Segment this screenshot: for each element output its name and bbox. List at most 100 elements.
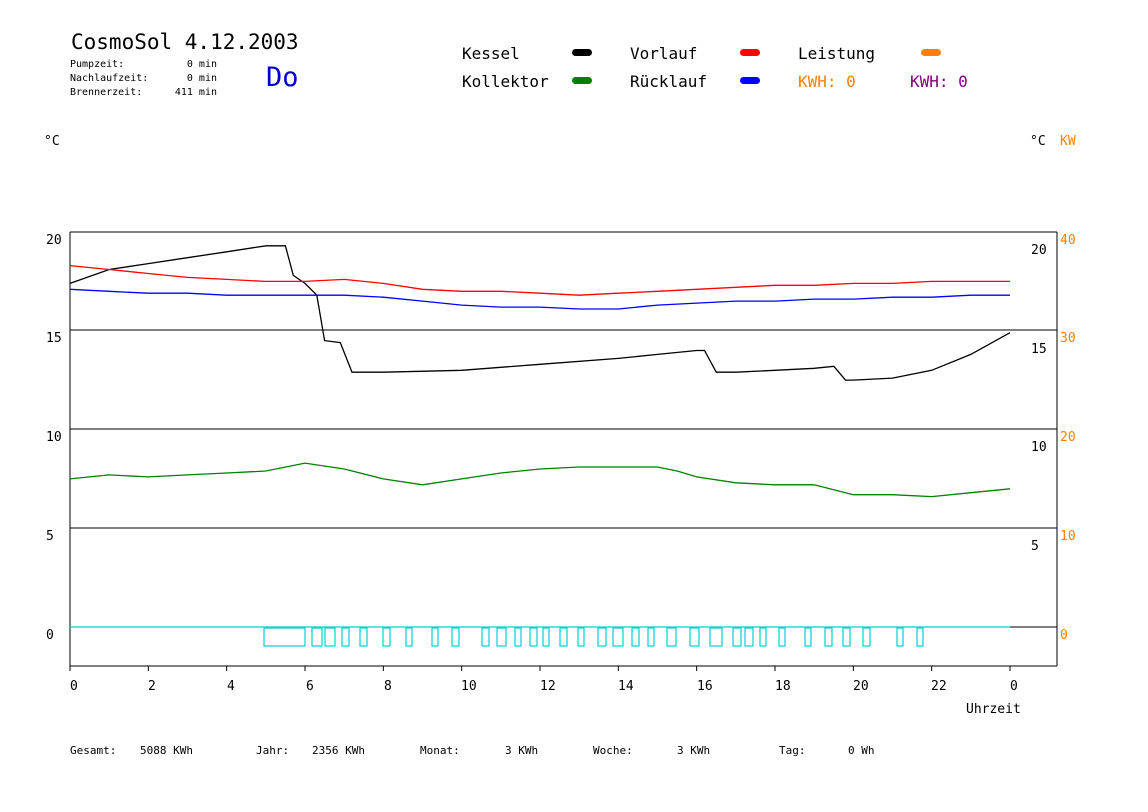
x-tick-16: 16 [697, 679, 713, 694]
footer-monat-label: Monat: [420, 744, 460, 757]
legend-kollektor-swatch [572, 77, 592, 84]
legend-vorlauf-swatch [740, 49, 760, 56]
pump-pulse [341, 627, 350, 647]
footer-jahr-value: 2356 KWh [312, 744, 365, 757]
pump-pulse [744, 627, 754, 647]
pump-pulse [382, 627, 391, 647]
legend-leistung-label: Leistung [798, 44, 876, 63]
pump-pulse [862, 627, 871, 647]
kw-tick-40: 40 [1060, 233, 1076, 248]
footer-tag-label: Tag: [779, 744, 806, 757]
pump-pulse [542, 627, 550, 647]
right-unit-label: °C [1030, 134, 1046, 149]
pump-pulse [559, 627, 568, 647]
pump-pulse [612, 627, 624, 647]
footer-woche-value: 3 KWh [677, 744, 711, 757]
x-axis-label: Uhrzeit [966, 702, 1021, 717]
legend-leistung-swatch [921, 49, 941, 56]
x-tick-0: 0 [70, 679, 78, 694]
x-tick-6: 6 [306, 679, 314, 694]
weekday-label: Do [266, 62, 299, 93]
stat-label-brennerzeit: Brennerzeit: [70, 87, 143, 98]
kw-tick-10: 10 [1060, 529, 1076, 544]
legend-ruecklauf-swatch [740, 77, 760, 84]
y-tick-0: 0 [46, 628, 54, 643]
stat-value-brennerzeit: 411 min [174, 87, 217, 98]
x-tick-18: 18 [775, 679, 791, 694]
pump-pulse [577, 627, 585, 647]
pump-pulse [666, 627, 677, 647]
y2-tick-10: 10 [1031, 440, 1047, 455]
legend-kwh-orange: KWH: 0 [798, 72, 856, 91]
legend-kollektor-label: Kollektor [462, 72, 549, 91]
pump-pulses [70, 626, 1010, 647]
legend-kessel-label: Kessel [462, 44, 520, 63]
y-tick-5: 5 [46, 529, 54, 544]
pump-pulse [804, 627, 812, 647]
x-tick-10: 10 [461, 679, 477, 694]
pump-pulse [732, 627, 742, 647]
x-tick-2: 2 [148, 679, 156, 694]
footer-gesamt-label: Gesamt: [70, 744, 117, 757]
pump-pulse [324, 627, 336, 647]
chart-title: CosmoSol 4.12.2003 [71, 30, 299, 54]
legend-ruecklauf-label: Rücklauf [630, 72, 708, 91]
stat-labels: Pumpzeit: Nachlaufzeit: Brennerzeit: [70, 58, 148, 100]
footer-jahr-label: Jahr: [256, 744, 290, 757]
series-lines [69, 245, 1011, 498]
pump-pulse [311, 627, 323, 647]
series-line-kessel [69, 245, 1011, 381]
x-tick-marks [69, 666, 1011, 671]
x-tick-12: 12 [540, 679, 556, 694]
stat-value-pumpzeit: 0 min [186, 59, 217, 70]
y-tick-20: 20 [46, 233, 62, 248]
pump-pulse [916, 627, 924, 647]
footer-tag-value: 0 Wh [848, 744, 875, 757]
pump-pulse [842, 627, 851, 647]
pump-pulse [481, 627, 490, 647]
legend-kwh-purple: KWH: 0 [910, 72, 968, 91]
y2-tick-5: 5 [1031, 539, 1039, 554]
pump-pulse [597, 627, 607, 647]
footer-monat-value: 3 KWh [505, 744, 539, 757]
stat-label-nachlaufzeit: Nachlaufzeit: [70, 73, 149, 84]
y2-tick-20: 20 [1031, 243, 1047, 258]
stat-values: 0 min 0 min 411 min [160, 58, 217, 100]
pump-pulse [514, 627, 522, 647]
series-line-rcklauf [69, 288, 1010, 310]
pump-pulse [778, 627, 786, 647]
pump-pulse [359, 627, 368, 647]
x-tick-20: 20 [853, 679, 869, 694]
pump-pulse [431, 627, 439, 647]
legend-vorlauf-label: Vorlauf [630, 44, 698, 63]
series-line-kollektor [69, 462, 1011, 498]
x-tick-14: 14 [618, 679, 634, 694]
footer-gesamt-value: 5088 KWh [140, 744, 193, 757]
pump-pulse [709, 627, 723, 647]
pump-pulse [529, 627, 538, 647]
x-tick-22: 22 [931, 679, 947, 694]
x-tick-24: 0 [1010, 679, 1018, 694]
pump-pulse [647, 627, 655, 647]
x-tick-4: 4 [227, 679, 235, 694]
pump-pulse [896, 627, 904, 647]
y2-tick-15: 15 [1031, 342, 1047, 357]
footer-woche-label: Woche: [593, 744, 633, 757]
pump-pulse [631, 627, 640, 647]
pump-pulse [689, 627, 700, 647]
y-tick-10: 10 [46, 430, 62, 445]
stat-label-pumpzeit: Pumpzeit: [70, 59, 125, 70]
pump-pulse [824, 627, 833, 647]
kw-tick-20: 20 [1060, 430, 1076, 445]
pump-pulse [263, 627, 306, 647]
pump-pulse [759, 627, 767, 647]
kw-tick-0: 0 [1060, 628, 1068, 643]
stat-value-nachlaufzeit: 0 min [186, 73, 217, 84]
kw-tick-30: 30 [1060, 331, 1076, 346]
pump-pulse [405, 627, 413, 647]
legend-kessel-swatch [572, 49, 592, 56]
pump-pulse [451, 627, 460, 647]
series-line-vorlauf [69, 264, 1010, 296]
left-unit-label: °C [44, 134, 60, 149]
